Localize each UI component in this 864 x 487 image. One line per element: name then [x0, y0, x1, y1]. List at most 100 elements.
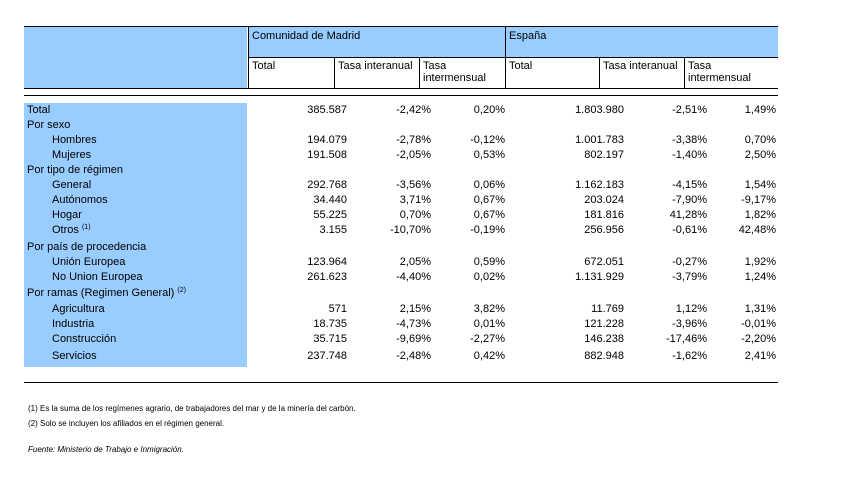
table-cell: 385.587 — [307, 104, 347, 116]
table-cell: -2,42% — [396, 104, 431, 116]
row-label: Por tipo de régimen — [27, 164, 123, 176]
footnote-marker: (1) — [81, 224, 91, 231]
row-label: Autónomos — [52, 194, 108, 206]
row-label: Industria — [52, 318, 95, 330]
table-cell: 1,12% — [675, 303, 707, 315]
table-row: Autónomos 34.440 3,71% 0,67% 203.024 -7,90% -9… — [24, 193, 778, 208]
table-cell: 256.956 — [584, 224, 624, 236]
table-cell: 0,70% — [399, 209, 431, 221]
source-note: Fuente: Ministerio de Trabajo e Inmigrac… — [28, 445, 184, 454]
table-cell: 802.197 — [584, 149, 624, 161]
row-label: Por país de procedencia — [27, 241, 147, 253]
row-label-wrap: Otros (1) — [52, 223, 91, 238]
header-vline — [248, 27, 249, 88]
table-cell: 146.238 — [584, 333, 624, 345]
table-cell: -3,79% — [672, 271, 707, 283]
table-cell: 2,41% — [744, 350, 776, 362]
table-cell: -2,51% — [672, 104, 707, 116]
table-cell: 0,01% — [473, 318, 505, 330]
row-label: Unión Europea — [52, 256, 126, 268]
header-vline — [599, 58, 600, 88]
table-cell: 237.748 — [307, 350, 347, 362]
row-label-wrap: Por ramas (Regimen General) (2) — [27, 286, 186, 301]
table-cell: -0,61% — [672, 224, 707, 236]
table-row: No Union Europea 261.623 -4,40% 0,02% 1.131.… — [24, 270, 778, 285]
table-cell: -9,17% — [741, 194, 776, 206]
table-cell: 2,15% — [399, 303, 431, 315]
table-cell: 3,82% — [473, 303, 505, 315]
row-label: Hogar — [52, 209, 82, 221]
table-cell: 42,48% — [738, 224, 776, 236]
table-row: Mujeres 191.508 -2,05% 0,53% 802.197 -1,40% 2,… — [24, 148, 778, 163]
table-cell: 55.225 — [313, 209, 347, 221]
col-header: Tasa intermensual — [688, 60, 751, 84]
table-row: Construcción 35.715 -9,69% -2,27% 146.238 -17… — [24, 332, 778, 347]
row-label: Construcción — [52, 333, 117, 345]
table-cell: 1,49% — [744, 104, 776, 116]
table-row: Por país de procedencia — [24, 240, 778, 255]
table-cell: -0,01% — [741, 318, 776, 330]
table-row: Hogar 55.225 0,70% 0,67% 181.816 41,28% 1,82% — [24, 208, 778, 223]
table-row: Agricultura 571 2,15% 3,82% 11.769 1,12% 1,31% — [24, 302, 778, 317]
col-header: Tasa interanual — [603, 60, 678, 72]
table-cell: 1,31% — [744, 303, 776, 315]
table-top-rule — [24, 95, 778, 96]
table-cell: 2,50% — [744, 149, 776, 161]
table-cell: 292.768 — [307, 179, 347, 191]
row-label-column — [24, 103, 247, 367]
table-cell: 1.001.783 — [575, 134, 624, 146]
table-cell: -3,56% — [396, 179, 431, 191]
table-cell: 0,70% — [744, 134, 776, 146]
table-cell: 882.948 — [584, 350, 624, 362]
table-cell: -4,15% — [672, 179, 707, 191]
table-cell: 1,92% — [744, 256, 776, 268]
table-cell: 0,53% — [473, 149, 505, 161]
table-cell: -7,90% — [672, 194, 707, 206]
header-blank-cell — [24, 27, 247, 88]
table-cell: -2,78% — [396, 134, 431, 146]
table-cell: 121.228 — [584, 318, 624, 330]
table-cell: 3,71% — [399, 194, 431, 206]
table-cell: 203.024 — [584, 194, 624, 206]
table-cell: -1,62% — [672, 350, 707, 362]
table-cell: 181.816 — [584, 209, 624, 221]
table-cell: 3.155 — [319, 224, 347, 236]
table-cell: -2,05% — [396, 149, 431, 161]
table-cell: -0,12% — [470, 134, 505, 146]
group-header-espana: España — [509, 30, 547, 42]
table-cell: -0,19% — [470, 224, 505, 236]
table-cell: 1.131.929 — [575, 271, 624, 283]
row-label: Por sexo — [27, 119, 71, 131]
table-row: Por ramas (Regimen General) (2) — [24, 286, 778, 301]
table-cell: 18.735 — [313, 318, 347, 330]
row-label: Servicios — [52, 350, 97, 362]
table-cell: 34.440 — [313, 194, 347, 206]
row-label: Agricultura — [52, 303, 105, 315]
table-row: Por sexo — [24, 118, 778, 133]
header-group-band — [249, 27, 778, 57]
table-cell: 1.803.980 — [575, 104, 624, 116]
table-row: Industria 18.735 -4,73% 0,01% 121.228 -3,96% -… — [24, 317, 778, 332]
table-cell: 35.715 — [313, 333, 347, 345]
table-cell: -1,40% — [672, 149, 707, 161]
table-cell: 0,42% — [473, 350, 505, 362]
col-header: Tasa intermensual — [423, 60, 486, 84]
table-cell: 261.623 — [307, 271, 347, 283]
table-cell: 1,82% — [744, 209, 776, 221]
table-cell: -0,27% — [672, 256, 707, 268]
table-row: Unión Europea 123.964 2,05% 0,59% 672.051 -0,… — [24, 255, 778, 270]
row-label: General — [52, 179, 92, 191]
table-cell: -2,27% — [470, 333, 505, 345]
footnote-2: (2) Solo se incluyen los afiliados en el… — [28, 419, 225, 428]
col-header: Total — [509, 60, 533, 72]
table-cell: -9,69% — [396, 333, 431, 345]
table-cell: 0,67% — [473, 194, 505, 206]
table-cell: 0,59% — [473, 256, 505, 268]
header-vline — [505, 27, 506, 88]
row-label: No Union Europea — [52, 271, 143, 283]
row-label: Mujeres — [52, 149, 92, 161]
table-cell: 0,20% — [473, 104, 505, 116]
row-label: Otros — [52, 224, 79, 236]
table-row: Por tipo de régimen — [24, 163, 778, 178]
table-cell: 0,67% — [473, 209, 505, 221]
